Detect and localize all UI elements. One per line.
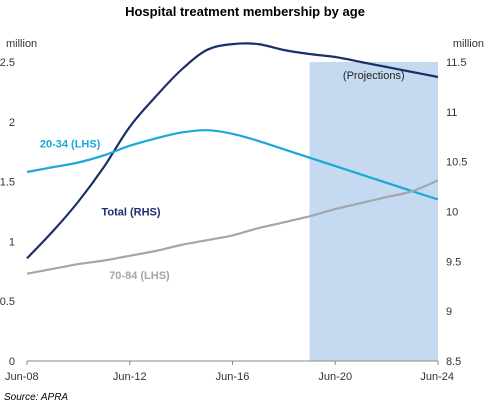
series-lines [26,42,439,275]
x-tick-label: Jun-16 [216,371,250,383]
right-tick-label: 10 [446,207,458,219]
x-tick-label: Jun-24 [420,371,454,383]
left-tick-label: 1 [9,236,15,248]
projection-label: (Projections) [343,70,405,82]
projection-band [309,62,438,361]
right-tick-label: 11 [446,107,457,119]
left-tick-label: 0 [9,356,15,368]
right-tick-label: 9.5 [446,256,461,268]
series-label-total-rhs: Total (RHS) [101,207,160,219]
right-tick-label: 8.5 [446,356,461,368]
left-axis-unit: million [6,38,37,50]
x-tick-label: Jun-08 [5,371,39,383]
series-line-20-34-lhs [26,129,439,201]
chart-title: Hospital treatment membership by age [125,4,365,19]
x-tick-label: Jun-12 [113,371,147,383]
series-labels: Total (RHS) 20-34 (LHS) 70-84 (LHS) [40,138,170,282]
series-label-20-34-lhs: 20-34 (LHS) [40,138,101,150]
right-axis-unit: million [453,38,484,50]
series-label-70-84-lhs: 70-84 (LHS) [109,270,170,282]
series-line-70-84-lhs [26,179,439,275]
right-tick-label: 9 [446,306,452,318]
series-line-total-rhs [26,42,439,260]
left-tick-label: 2 [9,117,15,129]
source-note: Source: APRA [4,392,68,403]
projection-region: (Projections) [309,62,438,361]
right-tick-label: 10.5 [446,157,467,169]
left-tick-label: 0.5 [0,296,15,308]
right-tick-label: 11.5 [446,57,467,69]
left-tick-label: 2.5 [0,57,15,69]
x-tick-label: Jun-20 [318,371,352,383]
left-tick-label: 1.5 [0,177,15,189]
